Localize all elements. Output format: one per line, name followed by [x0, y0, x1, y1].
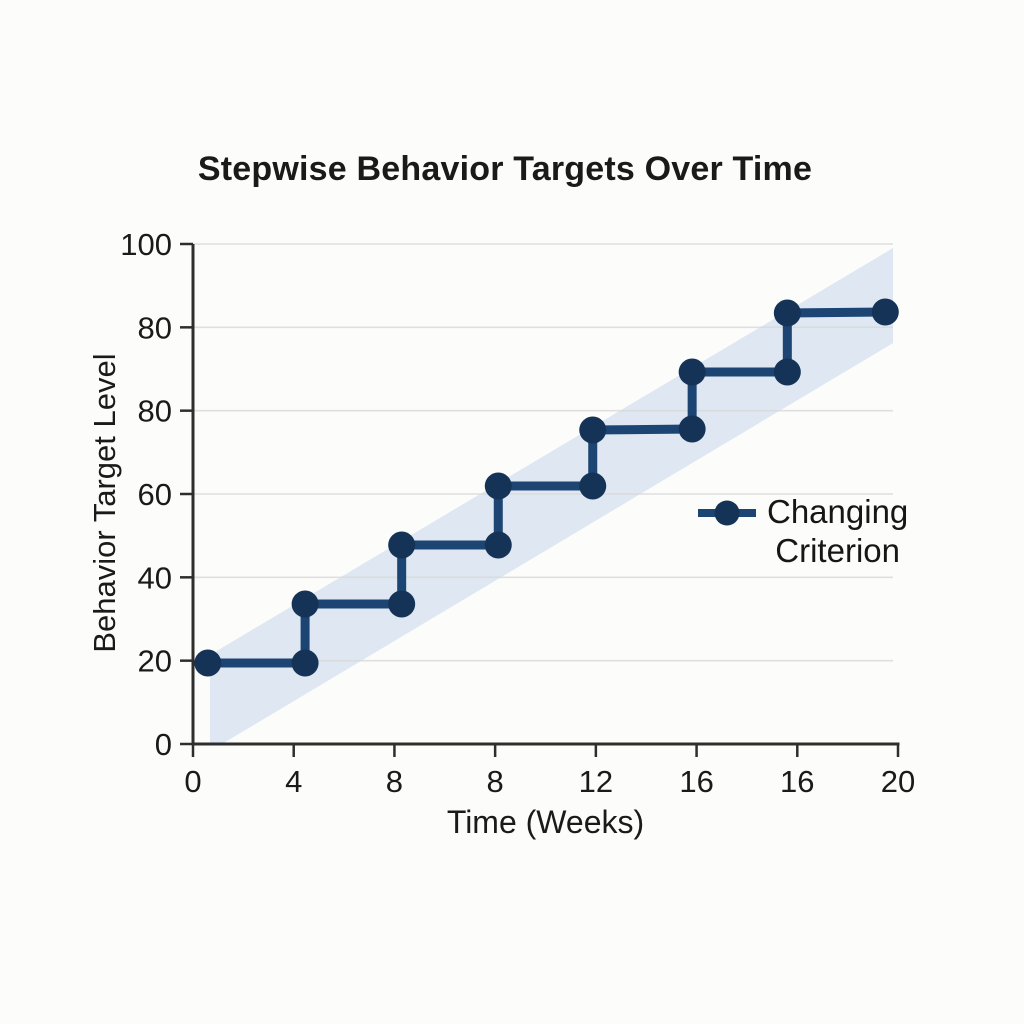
svg-text:16: 16 — [679, 764, 713, 799]
series-changing-criterion — [207, 307, 886, 668]
svg-text:40: 40 — [138, 560, 172, 595]
svg-text:20: 20 — [138, 644, 172, 679]
svg-text:60: 60 — [138, 477, 172, 512]
svg-text:4: 4 — [285, 764, 302, 799]
y-axis-ticks: 100 80 80 60 40 20 0 — [120, 227, 193, 762]
series-markers — [194, 298, 899, 677]
x-axis-ticks: 0 4 8 8 12 16 16 20 — [184, 744, 915, 799]
svg-text:0: 0 — [155, 727, 172, 762]
svg-text:12: 12 — [579, 764, 613, 799]
svg-text:80: 80 — [138, 310, 172, 345]
svg-text:100: 100 — [120, 227, 172, 262]
svg-text:20: 20 — [881, 764, 915, 799]
svg-text:8: 8 — [487, 764, 504, 799]
x-axis-label: Time (Weeks) — [446, 804, 645, 840]
legend-label-line2: Criterion — [775, 532, 900, 569]
legend-line-marker-icon — [698, 500, 756, 526]
svg-text:8: 8 — [386, 764, 403, 799]
svg-text:16: 16 — [780, 764, 814, 799]
svg-text:0: 0 — [184, 764, 201, 799]
legend: Changing Criterion — [696, 492, 908, 570]
gridlines — [193, 243, 893, 662]
svg-text:80: 80 — [138, 394, 172, 429]
legend-label-line1: Changing — [767, 493, 909, 530]
chart-title: Stepwise Behavior Targets Over Time — [197, 150, 813, 188]
legend-label: Changing Criterion — [767, 492, 908, 570]
